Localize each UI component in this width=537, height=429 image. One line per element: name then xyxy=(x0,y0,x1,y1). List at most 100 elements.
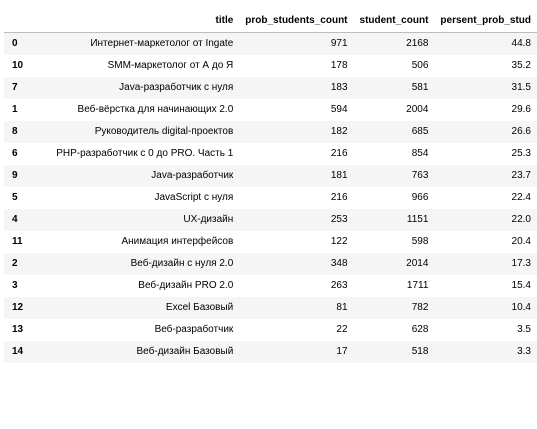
cell-student-count: 782 xyxy=(411,302,429,313)
table-row: 10 SMM-маркетолог от А до Я 178 506 35.2 xyxy=(4,55,537,77)
cell-title: Анимация интерфейсов xyxy=(121,236,234,247)
cell-title: Веб-разработчик xyxy=(154,324,234,335)
cell-title: SMM-маркетолог от А до Я xyxy=(107,60,234,71)
table-row: 2 Веб-дизайн с нуля 2.0 348 2014 17.3 xyxy=(4,253,537,275)
cell-prob-students-count: 348 xyxy=(330,258,348,269)
row-index: 9 xyxy=(12,170,18,181)
cell-student-count: 506 xyxy=(411,60,429,71)
cell-student-count: 2014 xyxy=(406,258,429,269)
cell-title: Веб-дизайн с нуля 2.0 xyxy=(130,258,234,269)
cell-persent-prob-stud: 31.5 xyxy=(511,82,531,93)
cell-title: Веб-дизайн PRO 2.0 xyxy=(138,280,234,291)
cell-prob-students-count: 178 xyxy=(330,60,348,71)
cell-persent-prob-stud: 44.8 xyxy=(511,38,531,49)
cell-title: Java-разработчик xyxy=(151,170,234,181)
cell-persent-prob-stud: 29.6 xyxy=(511,104,531,115)
cell-prob-students-count: 81 xyxy=(336,302,348,313)
cell-persent-prob-stud: 22.4 xyxy=(511,192,531,203)
table-row: 14 Веб-дизайн Базовый 17 518 3.3 xyxy=(4,341,537,363)
row-index: 10 xyxy=(12,60,24,71)
cell-prob-students-count: 971 xyxy=(330,38,348,49)
cell-prob-students-count: 253 xyxy=(330,214,348,225)
cell-prob-students-count: 22 xyxy=(336,324,348,335)
row-index: 4 xyxy=(12,214,18,225)
cell-title: PHP-разработчик с 0 до PRO. Часть 1 xyxy=(56,148,234,159)
cell-persent-prob-stud: 23.7 xyxy=(511,170,531,181)
header-row: title prob_students_count student_count … xyxy=(4,10,537,33)
cell-student-count: 2004 xyxy=(406,104,429,115)
cell-persent-prob-stud: 22.0 xyxy=(511,214,531,225)
cell-title: Веб-вёрстка для начинающих 2.0 xyxy=(77,104,234,115)
column-header-title: title xyxy=(35,10,240,33)
cell-persent-prob-stud: 20.4 xyxy=(511,236,531,247)
cell-prob-students-count: 216 xyxy=(330,192,348,203)
row-index: 13 xyxy=(12,324,24,335)
cell-student-count: 2168 xyxy=(406,38,429,49)
cell-title: Руководитель digital-проектов xyxy=(94,126,234,137)
table-row: 9 Java-разработчик 181 763 23.7 xyxy=(4,165,537,187)
table-row: 13 Веб-разработчик 22 628 3.5 xyxy=(4,319,537,341)
table-row: 8 Руководитель digital-проектов 182 685 26.6 xyxy=(4,121,537,143)
cell-prob-students-count: 182 xyxy=(330,126,348,137)
column-header-prob-students-count: prob_students_count xyxy=(239,10,354,33)
cell-prob-students-count: 183 xyxy=(330,82,348,93)
table-row: 0 Интернет-маркетолог от Ingate 971 2168 44.… xyxy=(4,32,537,55)
row-index: 8 xyxy=(12,126,18,137)
cell-prob-students-count: 594 xyxy=(330,104,348,115)
index-header xyxy=(4,10,36,33)
row-index: 3 xyxy=(12,280,18,291)
row-index: 7 xyxy=(12,82,18,93)
cell-student-count: 763 xyxy=(411,170,429,181)
row-index: 1 xyxy=(12,104,18,115)
cell-student-count: 1711 xyxy=(406,280,429,291)
cell-student-count: 685 xyxy=(411,126,429,137)
table-header: title prob_students_count student_count … xyxy=(4,10,537,33)
table-row: 4 UX-дизайн 253 1151 22.0 xyxy=(4,209,537,231)
cell-student-count: 581 xyxy=(411,82,429,93)
row-index: 11 xyxy=(12,236,23,247)
cell-student-count: 854 xyxy=(411,148,429,159)
table-row: 6 PHP-разработчик с 0 до PRO. Часть 1 216 8… xyxy=(4,143,537,165)
cell-persent-prob-stud: 3.5 xyxy=(517,324,531,335)
cell-persent-prob-stud: 3.3 xyxy=(517,346,531,357)
table-row: 7 Java-разработчик с нуля 183 581 31.5 xyxy=(4,77,537,99)
cell-prob-students-count: 122 xyxy=(330,236,348,247)
cell-title: Интернет-маркетолог от Ingate xyxy=(90,38,234,49)
row-index: 12 xyxy=(12,302,24,313)
cell-persent-prob-stud: 25.3 xyxy=(511,148,531,159)
row-index: 14 xyxy=(12,346,24,357)
table-row: 11 Анимация интерфейсов 122 598 20.4 xyxy=(4,231,537,253)
cell-prob-students-count: 181 xyxy=(330,170,348,181)
row-index: 0 xyxy=(12,38,18,49)
cell-student-count: 628 xyxy=(411,324,429,335)
table-row: 12 Excel Базовый 81 782 10.4 xyxy=(4,297,537,319)
dataframe-table: title prob_students_count student_count … xyxy=(4,10,537,363)
cell-persent-prob-stud: 17.3 xyxy=(511,258,531,269)
cell-title: Веб-дизайн Базовый xyxy=(136,346,234,357)
column-header-student-count: student_count xyxy=(353,10,435,33)
table-row: 5 JavaScript с нуля 216 966 22.4 xyxy=(4,187,537,209)
cell-student-count: 966 xyxy=(411,192,429,203)
cell-prob-students-count: 216 xyxy=(330,148,348,159)
cell-title: Java-разработчик с нуля xyxy=(119,82,234,93)
column-header-persent-prob-stud: persent_prob_stud xyxy=(434,10,537,33)
cell-student-count: 598 xyxy=(411,236,429,247)
cell-title: Excel Базовый xyxy=(165,302,234,313)
row-index: 5 xyxy=(12,192,18,203)
table-row: 1 Веб-вёрстка для начинающих 2.0 594 2004 29… xyxy=(4,99,537,121)
row-index: 2 xyxy=(12,258,18,269)
cell-persent-prob-stud: 35.2 xyxy=(511,60,531,71)
row-index: 6 xyxy=(12,148,18,159)
table-body: 0 Интернет-маркетолог от Ingate 971 2168 44.… xyxy=(4,32,537,363)
cell-persent-prob-stud: 15.4 xyxy=(511,280,531,291)
cell-persent-prob-stud: 26.6 xyxy=(511,126,531,137)
cell-title: JavaScript с нуля xyxy=(154,192,234,203)
cell-student-count: 1151 xyxy=(406,214,429,225)
cell-prob-students-count: 17 xyxy=(336,346,348,357)
cell-persent-prob-stud: 10.4 xyxy=(511,302,531,313)
cell-prob-students-count: 263 xyxy=(330,280,348,291)
table-row: 3 Веб-дизайн PRO 2.0 263 1711 15.4 xyxy=(4,275,537,297)
cell-student-count: 518 xyxy=(411,346,429,357)
cell-title: UX-дизайн xyxy=(183,214,234,225)
